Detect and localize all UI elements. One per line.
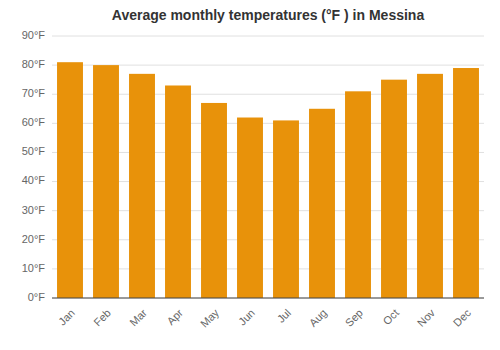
x-tick-label: Nov	[415, 306, 438, 329]
x-tick-label: Jan	[56, 307, 77, 328]
y-tick-label: 60°F	[22, 116, 46, 128]
bars	[57, 62, 479, 298]
x-tick-label: Mar	[127, 306, 149, 328]
x-tick-label: Aug	[307, 307, 329, 329]
y-axis: 0°F 10°F 20°F 30°F 40°F 50°F 60°F 70°F 80°F 90°F	[22, 29, 46, 303]
y-tick-label: 0°F	[28, 291, 46, 303]
bar	[381, 80, 407, 298]
grid-line	[52, 36, 484, 37]
x-tick-label: Jul	[275, 307, 293, 325]
y-tick-label: 80°F	[22, 58, 46, 70]
bar	[57, 62, 83, 298]
bar	[201, 103, 227, 298]
bar	[417, 74, 443, 298]
x-tick-label: Oct	[380, 307, 401, 328]
x-tick-label: Jun	[236, 307, 257, 328]
grid-line	[52, 298, 484, 299]
y-tick-label: 70°F	[22, 87, 46, 99]
chart-container: 0°F 10°F 20°F 30°F 40°F 50°F 60°F 70°F 80°F 90°F J…	[0, 0, 500, 350]
y-tick-label: 20°F	[22, 233, 46, 245]
x-axis-line	[52, 298, 484, 299]
x-axis: Jan Feb Mar Apr May Jun Jul Aug Sep Oct Nov Dec	[56, 306, 473, 330]
page: {"chart_data": {"type": "bar", "title": …	[0, 0, 500, 350]
bar	[345, 91, 371, 298]
y-tick-label: 90°F	[22, 29, 46, 41]
bar	[309, 109, 335, 298]
x-tick-label: Dec	[451, 306, 474, 329]
chart: 0°F 10°F 20°F 30°F 40°F 50°F 60°F 70°F 80°F 90°F J…	[0, 0, 500, 350]
bar	[165, 85, 191, 298]
bar	[453, 68, 479, 298]
bar	[129, 74, 155, 298]
y-tick-label: 30°F	[22, 204, 46, 216]
x-tick-label: Apr	[164, 306, 185, 327]
bar	[93, 65, 119, 298]
bar	[237, 118, 263, 298]
x-tick-label: Sep	[343, 307, 365, 329]
title: Average monthly temperatures (°F ) in Me…	[112, 7, 425, 23]
y-tick-label: 40°F	[22, 174, 46, 186]
x-tick-label: Feb	[91, 307, 113, 329]
x-tick-label: May	[198, 306, 222, 330]
y-tick-label: 10°F	[22, 262, 46, 274]
y-tick-label: 50°F	[22, 145, 46, 157]
grid	[52, 36, 484, 298]
bar	[273, 120, 299, 298]
